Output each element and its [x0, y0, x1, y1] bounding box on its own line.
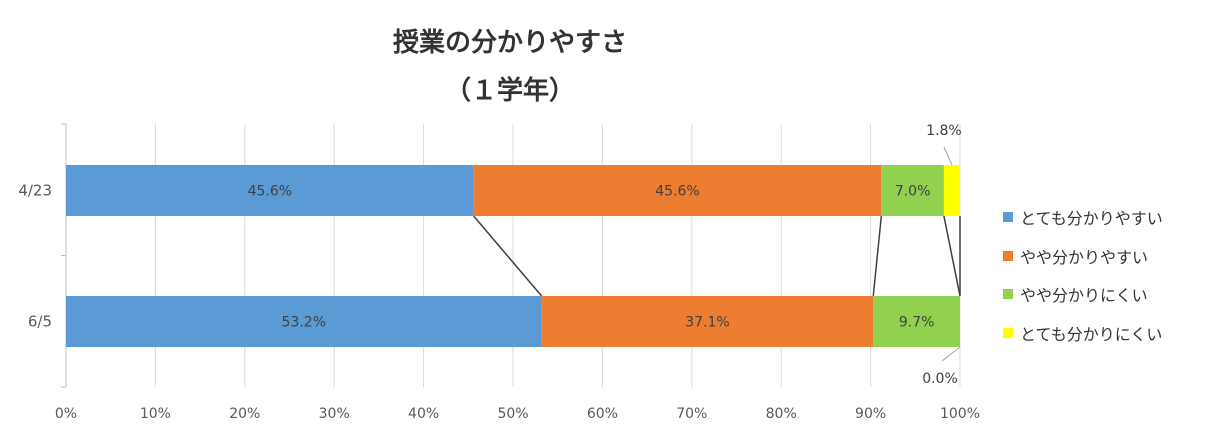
x-tick-label: 80%	[766, 406, 797, 422]
legend-swatch	[1003, 327, 1013, 338]
series-line	[872, 215, 883, 297]
x-tick-label: 60%	[587, 406, 618, 422]
x-tick-label: 20%	[229, 406, 260, 422]
legend-swatch	[1003, 250, 1013, 261]
legend-item: やや分かりにくい	[1003, 275, 1163, 314]
leader-line	[943, 146, 953, 166]
x-tick-label: 70%	[676, 406, 707, 422]
bar-segment	[873, 296, 960, 347]
x-tick-label: 0%	[55, 406, 77, 422]
data-label: 53.2%	[282, 315, 326, 331]
bar-segment	[943, 165, 960, 216]
category-label: 4/23	[18, 182, 52, 200]
chart-legend: とても分かりやすい やや分かりやすい やや分かりにくい とても分かりにくい	[1003, 198, 1163, 352]
data-label: 1.8%	[926, 123, 962, 139]
legend-label: とても分かりにくい	[1020, 324, 1163, 344]
chart-title: 授業の分かりやすさ	[392, 28, 627, 58]
x-tick-label: 40%	[408, 406, 439, 422]
bar-segment	[66, 296, 542, 347]
bar-segment	[541, 296, 874, 347]
series-line	[943, 215, 961, 297]
chart-subtitle: （１学年）	[444, 76, 575, 106]
x-tick-label: 30%	[319, 406, 350, 422]
x-tick-label: 50%	[497, 406, 528, 422]
data-label: 9.7%	[899, 315, 935, 331]
data-label: 37.1%	[685, 315, 729, 331]
series-line	[473, 215, 543, 297]
x-tick-label: 10%	[140, 406, 171, 422]
data-label: 45.6%	[655, 184, 699, 200]
legend-swatch	[1003, 289, 1013, 300]
data-label: 45.6%	[248, 184, 292, 200]
x-tick-label: 90%	[855, 406, 886, 422]
x-tick-label: 100%	[940, 406, 980, 422]
bar-segment	[473, 165, 882, 216]
legend-item: やや分かりやすい	[1003, 237, 1163, 276]
category-label: 6/5	[28, 313, 52, 331]
data-label: 0.0%	[922, 371, 958, 387]
bar-segment	[66, 165, 474, 216]
legend-swatch	[1003, 212, 1013, 223]
legend-label: やや分かりやすい	[1020, 247, 1149, 267]
data-label: 7.0%	[895, 184, 931, 200]
leader-line	[941, 346, 961, 362]
legend-label: とても分かりやすい	[1020, 209, 1163, 229]
legend-label: やや分かりにくい	[1020, 286, 1148, 306]
legend-item: とても分かりやすい	[1003, 198, 1163, 237]
bar-segment	[881, 165, 944, 216]
legend-item: とても分かりにくい	[1003, 314, 1163, 353]
